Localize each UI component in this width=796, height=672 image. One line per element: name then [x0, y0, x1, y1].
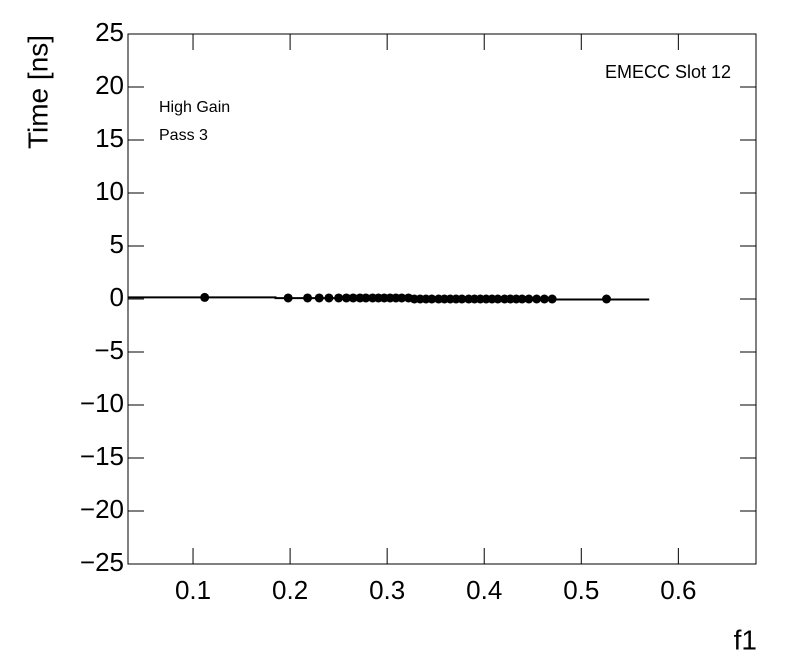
annotation: Pass 3 — [159, 127, 208, 144]
data-point — [547, 294, 557, 304]
data-point — [457, 294, 467, 304]
annotation: EMECC Slot 12 — [605, 62, 731, 82]
data-point — [493, 294, 503, 304]
data-point — [283, 293, 293, 303]
data-point — [517, 294, 527, 304]
x-tick-label: 0.4 — [466, 575, 502, 605]
data-point — [334, 293, 344, 303]
data-point — [397, 293, 407, 303]
y-tick-label: −10 — [80, 388, 124, 418]
data-point — [314, 293, 324, 303]
data-point — [427, 294, 437, 304]
y-tick-label: −20 — [80, 494, 124, 524]
y-tick-label: 0 — [110, 282, 124, 312]
data-point — [602, 294, 612, 304]
data-point — [303, 293, 313, 303]
data-point — [341, 293, 351, 303]
x-tick-label: 0.2 — [272, 575, 308, 605]
y-tick-label: 15 — [95, 123, 124, 153]
y-tick-label: 20 — [95, 70, 124, 100]
y-tick-label: 10 — [95, 176, 124, 206]
y-tick-label: −5 — [94, 335, 124, 365]
x-tick-label: 0.1 — [175, 575, 211, 605]
x-axis-label: f1 — [734, 624, 757, 655]
data-point — [539, 294, 549, 304]
y-tick-label: 5 — [110, 229, 124, 259]
x-tick-label: 0.6 — [660, 575, 696, 605]
x-tick-label: 0.3 — [369, 575, 405, 605]
data-point — [200, 292, 210, 302]
annotation: High Gain — [159, 99, 230, 116]
y-axis-label: Time [ns] — [22, 35, 53, 149]
x-tick-label: 0.5 — [563, 575, 599, 605]
data-point — [348, 293, 358, 303]
data-point — [532, 294, 542, 304]
data-point — [361, 293, 371, 303]
data-point — [324, 293, 334, 303]
y-tick-label: 25 — [95, 17, 124, 47]
data-point — [524, 294, 534, 304]
y-tick-label: −25 — [80, 547, 124, 577]
y-tick-label: −15 — [80, 441, 124, 471]
